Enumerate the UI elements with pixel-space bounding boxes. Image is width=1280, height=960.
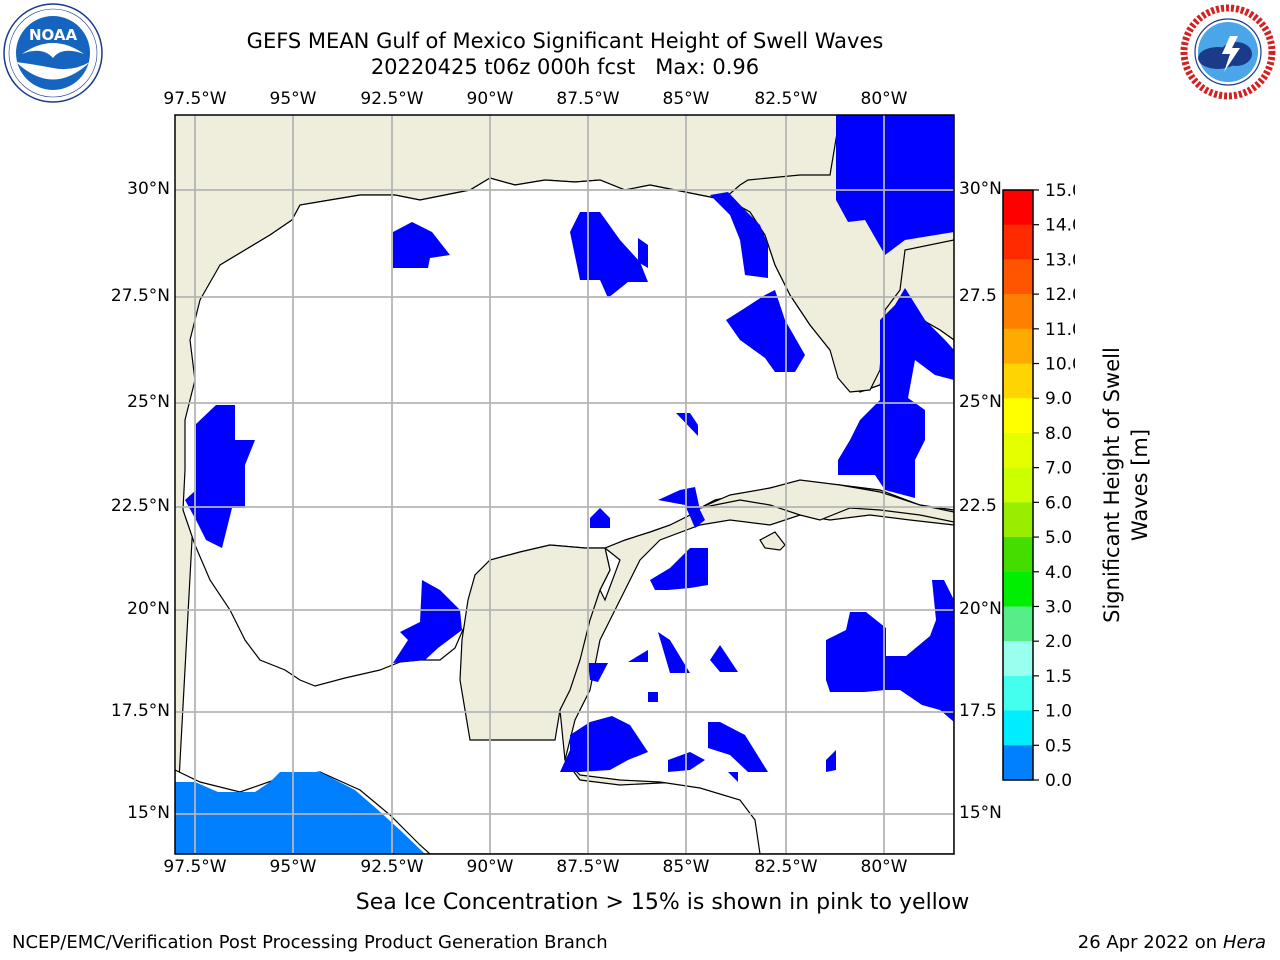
colorbar-tick-label: 9.0 bbox=[1045, 389, 1072, 409]
colorbar-segment bbox=[1003, 190, 1033, 226]
colorbar-segment bbox=[1003, 467, 1033, 503]
footer-date-text: 26 Apr 2022 on bbox=[1077, 932, 1223, 953]
lon-label-bottom: 95°W bbox=[269, 857, 317, 877]
jamaica-land bbox=[759, 531, 786, 551]
lon-label-bottom: 92.5°W bbox=[360, 857, 424, 877]
colorbar-segment bbox=[1003, 641, 1033, 677]
lon-label-top: 97.5°W bbox=[163, 89, 227, 109]
colorbar-segment bbox=[1003, 502, 1033, 538]
lon-label-top: 95°W bbox=[269, 89, 317, 109]
colorbar-segment bbox=[1003, 432, 1033, 469]
colorbar-tick-label: 10.0 bbox=[1045, 355, 1075, 375]
footer-branch: NCEP/EMC/Verification Post Processing Pr… bbox=[12, 932, 608, 953]
footer-host: Hera bbox=[1222, 932, 1266, 953]
lat-label-left: 30°N bbox=[127, 179, 170, 199]
lat-label-right: 30°N bbox=[959, 179, 1002, 199]
lon-label-top: 87.5°W bbox=[556, 89, 620, 109]
noaa-logo-text: NOAA bbox=[29, 26, 78, 44]
colorbar-tick-label: 4.0 bbox=[1045, 563, 1072, 583]
sea-ice-note: Sea Ice Concentration > 15% is shown in … bbox=[355, 890, 970, 915]
colorbar-frame bbox=[1002, 189, 1034, 781]
lon-label-top: 85°W bbox=[662, 89, 710, 109]
cuba-land bbox=[699, 479, 954, 523]
lon-label-top: 90°W bbox=[466, 89, 514, 109]
lon-label-bottom: 82.5°W bbox=[754, 857, 818, 877]
lat-label-left: 27.5°N bbox=[110, 286, 170, 306]
lon-label-bottom: 90°W bbox=[466, 857, 514, 877]
colorbar-segment bbox=[1003, 710, 1033, 746]
colorbar-tick-label: 8.0 bbox=[1045, 424, 1072, 444]
colorbar-segment bbox=[1003, 363, 1033, 399]
colorbar-label-line1: Significant Height of Swell bbox=[1100, 347, 1124, 623]
footer-date: 26 Apr 2022 on Hera bbox=[1078, 932, 1266, 953]
colorbar-tick-label: 7.0 bbox=[1045, 459, 1072, 479]
chart-title: GEFS MEAN Gulf of Mexico Significant Hei… bbox=[246, 29, 884, 53]
colorbar-tick-label: 0.5 bbox=[1045, 736, 1072, 756]
colorbar-segment bbox=[1003, 259, 1033, 295]
noaa-logo: NOAA bbox=[3, 3, 103, 103]
colorbar-tick-label: 11.0 bbox=[1045, 320, 1075, 340]
lon-label-bottom: 97.5°W bbox=[163, 857, 227, 877]
lon-label-bottom: 85°W bbox=[662, 857, 710, 877]
colorbar-tick-label: 1.5 bbox=[1045, 667, 1072, 687]
colorbar-segment bbox=[1003, 294, 1033, 330]
colorbar-segment bbox=[1003, 571, 1033, 607]
lat-label-right: 17.5 bbox=[959, 701, 997, 721]
caribbean-water bbox=[564, 514, 954, 854]
colorbar-label: Significant Height of Swell Waves [m] bbox=[1098, 325, 1158, 645]
swell-low-patches bbox=[185, 115, 954, 782]
chart-subtitle: 20220425 t06z 000h fcst Max: 0.96 bbox=[370, 55, 760, 79]
colorbar-tick-label: 13.0 bbox=[1045, 250, 1075, 270]
yucatan-land bbox=[459, 544, 611, 741]
colorbar-segment bbox=[1003, 675, 1033, 712]
colorbar-tick-label: 6.0 bbox=[1045, 493, 1072, 513]
map-frame bbox=[174, 114, 955, 855]
lon-label-top: 80°W bbox=[860, 89, 908, 109]
lat-label-right: 27.5 bbox=[959, 286, 997, 306]
lat-label-right: 15°N bbox=[959, 803, 1002, 823]
lon-label-bottom: 80°W bbox=[860, 857, 908, 877]
colorbar-segment bbox=[1003, 398, 1033, 434]
colorbar: 15.0 14.0 13.0 12.0 11.0 10.0 9.0 8.0 7.0 6.0 5.0 4… bbox=[1002, 181, 1075, 790]
colorbar-tick-label: 15.0 bbox=[1045, 181, 1075, 201]
colorbar-tick-label: 1.0 bbox=[1045, 702, 1072, 722]
colorbar-tick-label: 14.0 bbox=[1045, 216, 1075, 236]
lon-label-bottom: 87.5°W bbox=[556, 857, 620, 877]
lat-label-left: 20°N bbox=[127, 599, 170, 619]
lat-label-right: 22.5 bbox=[959, 496, 997, 516]
nws-logo bbox=[1180, 4, 1276, 100]
colorbar-tick-label: 5.0 bbox=[1045, 528, 1072, 548]
lat-label-right: 25°N bbox=[959, 392, 1002, 412]
colorbar-tick-label: 0.0 bbox=[1045, 771, 1072, 790]
graticule bbox=[175, 115, 954, 854]
colorbar-tick-label: 12.0 bbox=[1045, 285, 1075, 305]
lat-label-left: 17.5°N bbox=[110, 701, 170, 721]
lat-label-left: 22.5°N bbox=[110, 496, 170, 516]
colorbar-tick-label: 3.0 bbox=[1045, 597, 1072, 617]
colorbar-segment bbox=[1003, 606, 1033, 642]
colorbar-tick-label: 2.0 bbox=[1045, 632, 1072, 652]
colorbar-segment bbox=[1003, 745, 1033, 781]
colorbar-segment bbox=[1003, 328, 1033, 365]
colorbar-segment bbox=[1003, 224, 1033, 260]
colorbar-segment bbox=[1003, 537, 1033, 573]
lon-label-top: 92.5°W bbox=[360, 89, 424, 109]
lat-label-right: 20°N bbox=[959, 599, 1002, 619]
lat-label-left: 25°N bbox=[127, 392, 170, 412]
colorbar-label-line2: Waves [m] bbox=[1128, 428, 1152, 542]
swell-mid-patch bbox=[175, 772, 425, 854]
lat-label-left: 15°N bbox=[127, 803, 170, 823]
lon-label-top: 82.5°W bbox=[754, 89, 818, 109]
